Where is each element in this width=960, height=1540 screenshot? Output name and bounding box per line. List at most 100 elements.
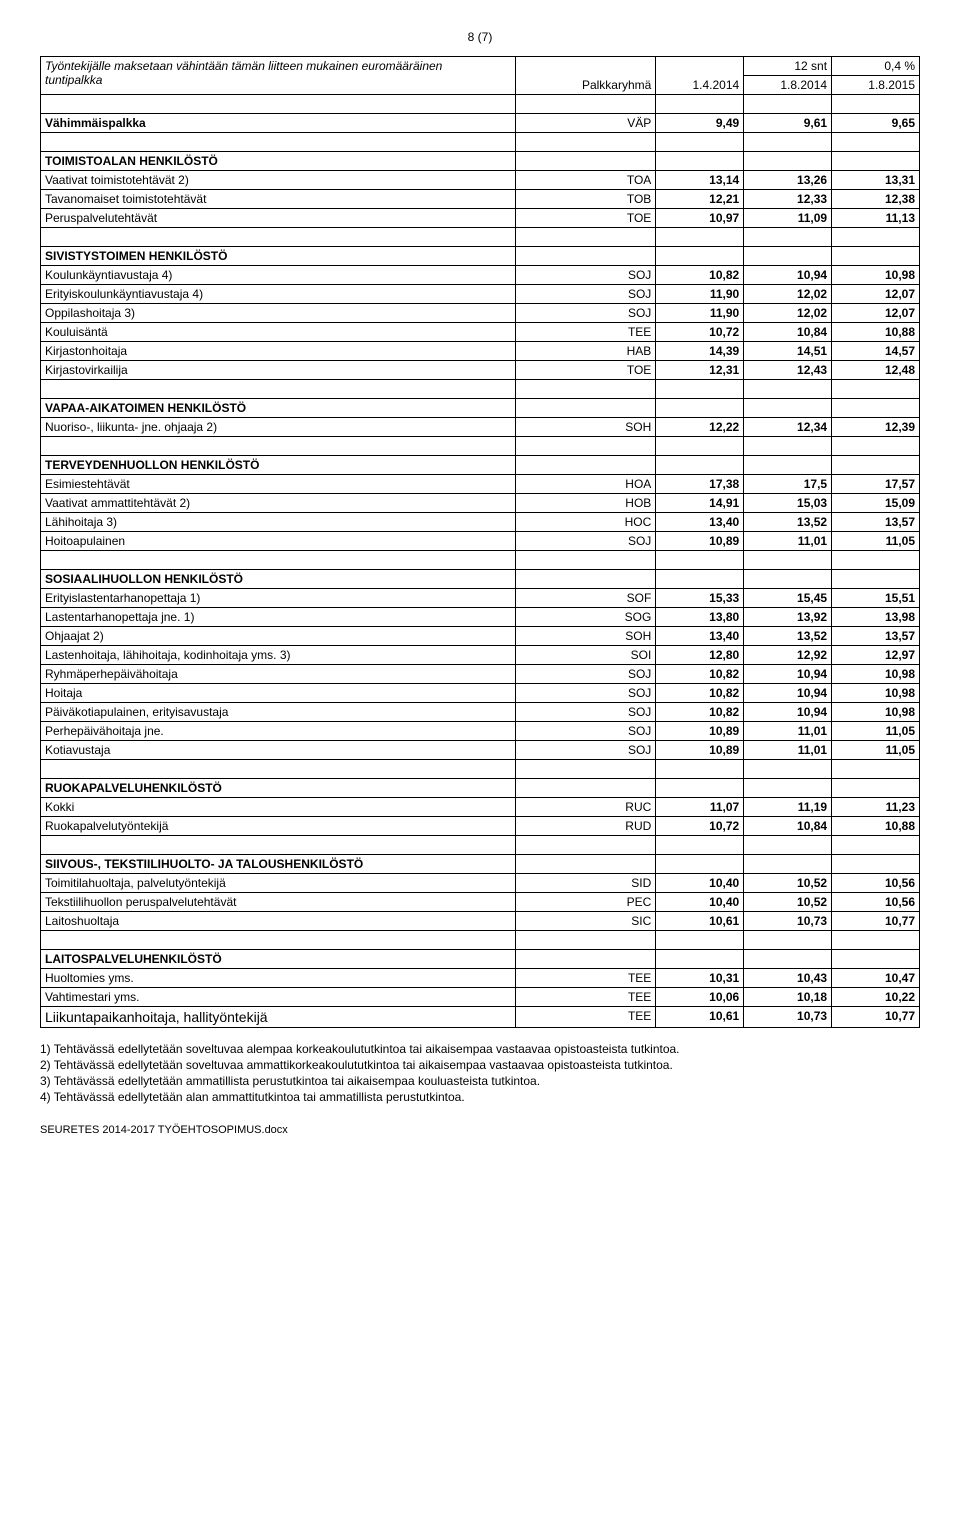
footnote-line: 2) Tehtävässä edellytetään soveltuvaa am…: [40, 1058, 920, 1072]
row-code: TOB: [515, 190, 656, 209]
row-v1: 10,82: [656, 665, 744, 684]
row-label: Erityiskoulunkäyntiavustaja 4): [41, 285, 516, 304]
row-label: Kotiavustaja: [41, 741, 516, 760]
row-label: Oppilashoitaja 3): [41, 304, 516, 323]
section-title: LAITOSPALVELUHENKILÖSTÖ: [41, 950, 516, 969]
row-label: Päiväkotiapulainen, erityisavustaja: [41, 703, 516, 722]
section-title: TOIMISTOALAN HENKILÖSTÖ: [41, 152, 516, 171]
row-v2: 12,02: [744, 285, 832, 304]
row-v2: 12,34: [744, 418, 832, 437]
row-v3: 13,98: [832, 608, 920, 627]
row-v1: 13,80: [656, 608, 744, 627]
row-code: SOJ: [515, 532, 656, 551]
row-v1: 17,38: [656, 475, 744, 494]
minwage-code: VÄP: [515, 114, 656, 133]
row-label: Vahtimestari yms.: [41, 988, 516, 1007]
row-code: SIC: [515, 912, 656, 931]
row-v1: 10,82: [656, 266, 744, 285]
row-code: TOE: [515, 361, 656, 380]
row-v2: 11,09: [744, 209, 832, 228]
minwage-v2: 9,61: [744, 114, 832, 133]
row-v2: 10,84: [744, 323, 832, 342]
row-label: Peruspalvelutehtävät: [41, 209, 516, 228]
row-v3: 10,22: [832, 988, 920, 1007]
row-code: SOF: [515, 589, 656, 608]
header-col5: 1.8.2015: [832, 76, 920, 95]
row-v1: 10,72: [656, 323, 744, 342]
row-v2: 10,73: [744, 1007, 832, 1028]
row-label: Hoitaja: [41, 684, 516, 703]
row-v3: 17,57: [832, 475, 920, 494]
row-v3: 10,98: [832, 665, 920, 684]
row-v2: 17,5: [744, 475, 832, 494]
row-v3: 13,57: [832, 513, 920, 532]
row-v1: 14,91: [656, 494, 744, 513]
row-v3: 11,05: [832, 722, 920, 741]
row-code: SOJ: [515, 741, 656, 760]
row-v2: 10,73: [744, 912, 832, 931]
section-title: RUOKAPALVELUHENKILÖSTÖ: [41, 779, 516, 798]
row-code: SOJ: [515, 722, 656, 741]
header-note: Työntekijälle maksetaan vähintään tämän …: [41, 57, 516, 95]
row-v1: 10,82: [656, 703, 744, 722]
row-v1: 10,72: [656, 817, 744, 836]
row-code: SOJ: [515, 304, 656, 323]
row-v1: 15,33: [656, 589, 744, 608]
row-code: SOJ: [515, 665, 656, 684]
row-v2: 10,52: [744, 874, 832, 893]
row-v1: 13,14: [656, 171, 744, 190]
row-v2: 11,01: [744, 722, 832, 741]
row-label: Hoitoapulainen: [41, 532, 516, 551]
row-label: Koulunkäyntiavustaja 4): [41, 266, 516, 285]
row-v1: 11,07: [656, 798, 744, 817]
row-v1: 10,40: [656, 874, 744, 893]
row-label: Esimiestehtävät: [41, 475, 516, 494]
row-v3: 11,23: [832, 798, 920, 817]
row-code: SOJ: [515, 684, 656, 703]
footnote-line: 3) Tehtävässä edellytetään ammatillista …: [40, 1074, 920, 1088]
row-v1: 10,61: [656, 912, 744, 931]
row-v3: 11,13: [832, 209, 920, 228]
row-v1: 12,21: [656, 190, 744, 209]
row-v3: 15,09: [832, 494, 920, 513]
row-v2: 10,94: [744, 665, 832, 684]
row-v3: 13,57: [832, 627, 920, 646]
header-col4: 1.8.2014: [744, 76, 832, 95]
row-label: Ruokapalvelutyöntekijä: [41, 817, 516, 836]
row-v3: 11,05: [832, 741, 920, 760]
row-v2: 12,43: [744, 361, 832, 380]
row-v1: 11,90: [656, 285, 744, 304]
row-label: Tekstiilihuollon peruspalvelutehtävät: [41, 893, 516, 912]
row-v3: 12,38: [832, 190, 920, 209]
row-v3: 15,51: [832, 589, 920, 608]
row-label: Liikuntapaikanhoitaja, hallityöntekijä: [41, 1007, 516, 1028]
row-code: TEE: [515, 323, 656, 342]
row-label: Vaativat toimistotehtävät 2): [41, 171, 516, 190]
row-v2: 12,02: [744, 304, 832, 323]
row-v1: 10,89: [656, 532, 744, 551]
row-code: SOH: [515, 627, 656, 646]
row-v3: 10,56: [832, 874, 920, 893]
row-v1: 10,89: [656, 722, 744, 741]
minwage-v1: 9,49: [656, 114, 744, 133]
row-v3: 12,97: [832, 646, 920, 665]
minwage-label: Vähimmäispalkka: [41, 114, 516, 133]
row-v1: 10,31: [656, 969, 744, 988]
row-v1: 13,40: [656, 627, 744, 646]
row-v3: 10,98: [832, 684, 920, 703]
row-v2: 10,94: [744, 684, 832, 703]
row-v2: 11,01: [744, 532, 832, 551]
row-code: RUD: [515, 817, 656, 836]
row-label: Lastentarhanopettaja jne. 1): [41, 608, 516, 627]
row-v3: 10,98: [832, 266, 920, 285]
row-code: HOC: [515, 513, 656, 532]
row-v3: 11,05: [832, 532, 920, 551]
row-label: Kirjastonhoitaja: [41, 342, 516, 361]
minwage-v3: 9,65: [832, 114, 920, 133]
section-title: SIIVOUS-, TEKSTIILIHUOLTO- JA TALOUSHENK…: [41, 855, 516, 874]
row-v2: 13,52: [744, 513, 832, 532]
row-label: Vaativat ammattitehtävät 2): [41, 494, 516, 513]
row-code: RUC: [515, 798, 656, 817]
row-code: SOI: [515, 646, 656, 665]
row-v1: 10,97: [656, 209, 744, 228]
